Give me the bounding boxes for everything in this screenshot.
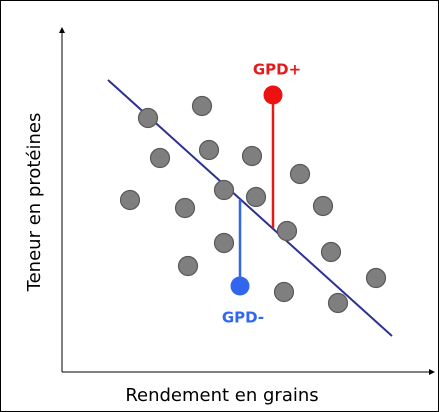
points bbox=[119, 95, 387, 314]
y-axis-label: Teneur en protéines bbox=[24, 113, 45, 293]
negative-point bbox=[230, 276, 250, 296]
x-axis-label: Rendement en grains bbox=[125, 385, 318, 406]
positive-label: GPD+ bbox=[253, 61, 301, 79]
positive-point bbox=[263, 85, 283, 105]
negative-label: GPD- bbox=[222, 309, 264, 327]
